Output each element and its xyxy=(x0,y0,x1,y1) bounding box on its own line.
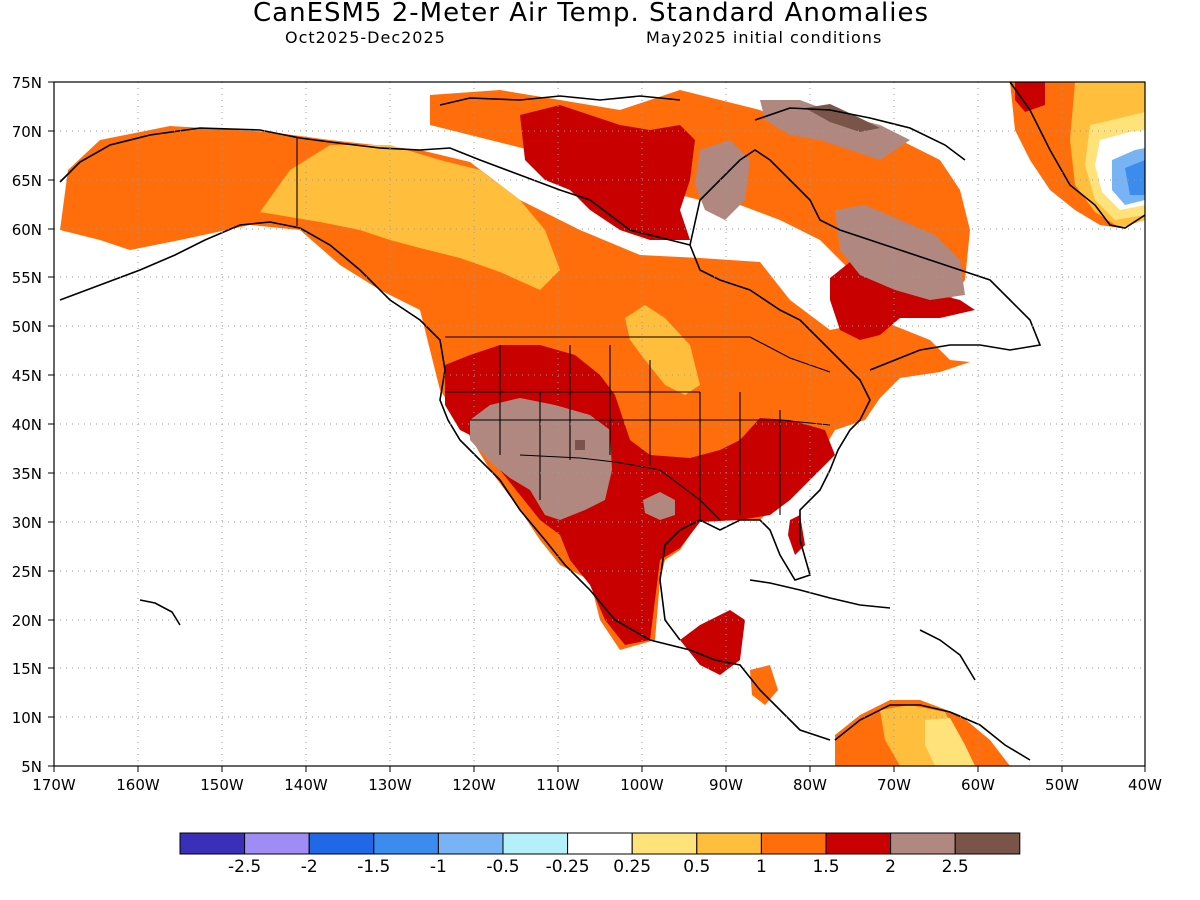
anomaly-region-plains-yellow xyxy=(625,305,700,395)
lat-label: 10N xyxy=(12,709,42,727)
anomaly-region-south-america-lightyellow xyxy=(925,718,975,766)
anomaly-region-quebec-red xyxy=(830,262,975,340)
lon-label: 110W xyxy=(536,776,580,794)
anomaly-region-texas-brown xyxy=(643,492,675,520)
colorbar-swatch xyxy=(954,832,1021,855)
anomaly-region-central-america-orange xyxy=(750,665,778,705)
lon-label: 50W xyxy=(1045,776,1079,794)
lat-label: 60N xyxy=(12,221,42,239)
colorbar-label: -1 xyxy=(430,857,447,877)
colorbar-swatch xyxy=(825,832,892,855)
colorbar-label: 1 xyxy=(756,857,767,877)
grid-lines xyxy=(54,82,1145,766)
lon-label: 90W xyxy=(709,776,743,794)
colorbar-swatch xyxy=(567,832,633,855)
lon-labels: 170W 160W 150W 140W 130W 120W 110W 100W … xyxy=(32,776,1162,794)
colorbar-swatch xyxy=(760,832,827,855)
anomaly-region-hudson-brown xyxy=(695,140,750,220)
lat-label: 50N xyxy=(12,318,42,336)
colorbar-swatch xyxy=(696,832,762,855)
lon-label: 70W xyxy=(877,776,911,794)
anomaly-region-newmexico-darkbrown xyxy=(575,440,585,450)
colorbar-label: 0.25 xyxy=(613,857,651,877)
lon-label: 60W xyxy=(961,776,995,794)
colorbar-label: -2.5 xyxy=(228,857,261,877)
colorbar-label: -2 xyxy=(301,857,318,877)
colorbar-swatch xyxy=(502,832,569,855)
colorbar-swatch xyxy=(437,832,504,855)
colorbar-swatch xyxy=(244,832,310,855)
colorbar-label: 1.5 xyxy=(812,857,839,877)
lat-label: 65N xyxy=(12,172,42,190)
lon-label: 80W xyxy=(793,776,827,794)
anomaly-region-canada-yellow xyxy=(260,145,560,290)
colorbar-label: 2 xyxy=(885,857,896,877)
initial-conditions: May2025 initial conditions xyxy=(646,28,883,47)
lat-label: 5N xyxy=(21,758,42,776)
lon-label: 120W xyxy=(452,776,496,794)
anomaly-region-labrador-brown xyxy=(835,205,965,300)
map-title: CanESM5 2-Meter Air Temp. Standard Anoma… xyxy=(253,0,929,28)
colorbar-swatch xyxy=(890,832,956,855)
colorbar-label: -0.25 xyxy=(546,857,590,877)
colorbar-label: -0.5 xyxy=(486,857,519,877)
colorbar-swatch xyxy=(179,832,246,855)
axis-ticks xyxy=(48,81,1146,772)
anomaly-region-southwest-brown xyxy=(470,398,612,520)
lat-label: 20N xyxy=(12,612,42,630)
colorbar-swatch xyxy=(308,832,375,855)
lat-label: 45N xyxy=(12,367,42,385)
lat-labels: 75N 70N 65N 60N 55N 50N 45N 40N 35N 30N … xyxy=(12,74,42,776)
lon-label: 130W xyxy=(368,776,412,794)
lat-label: 15N xyxy=(12,660,42,678)
colorbar-label: 2.5 xyxy=(942,857,969,877)
anomaly-region-central-america-red xyxy=(680,610,745,675)
anomaly-region-greenland-red xyxy=(1015,82,1045,112)
lat-label: 25N xyxy=(12,563,42,581)
lon-label: 170W xyxy=(32,776,76,794)
anomaly-region-canada-red xyxy=(520,105,695,240)
lat-label: 35N xyxy=(12,465,42,483)
lon-label: 100W xyxy=(620,776,664,794)
colorbar-swatch xyxy=(373,832,439,855)
anomaly-region-greenland-darkblue xyxy=(1125,160,1145,195)
anomaly-region-baffin-brown xyxy=(760,100,910,160)
valid-period: Oct2025-Dec2025 xyxy=(285,28,446,47)
lon-label: 40W xyxy=(1128,776,1162,794)
colorbar-label: 0.5 xyxy=(683,857,710,877)
lat-label: 40N xyxy=(12,416,42,434)
anomaly-region-baffin-darkbrown xyxy=(805,104,880,132)
lat-label: 55N xyxy=(12,269,42,287)
lat-label: 30N xyxy=(12,514,42,532)
lat-label: 70N xyxy=(12,123,42,141)
colorbar-label: -1.5 xyxy=(357,857,390,877)
lon-label: 160W xyxy=(116,776,160,794)
colorbar-swatch xyxy=(631,832,698,855)
lon-label: 150W xyxy=(200,776,244,794)
lat-label: 75N xyxy=(12,74,42,92)
colorbar: -2.5 -2 -1.5 -1 -0.5 -0.25 0.25 0.5 1 1.5 2 2.5 xyxy=(179,832,1021,877)
lon-label: 140W xyxy=(284,776,328,794)
